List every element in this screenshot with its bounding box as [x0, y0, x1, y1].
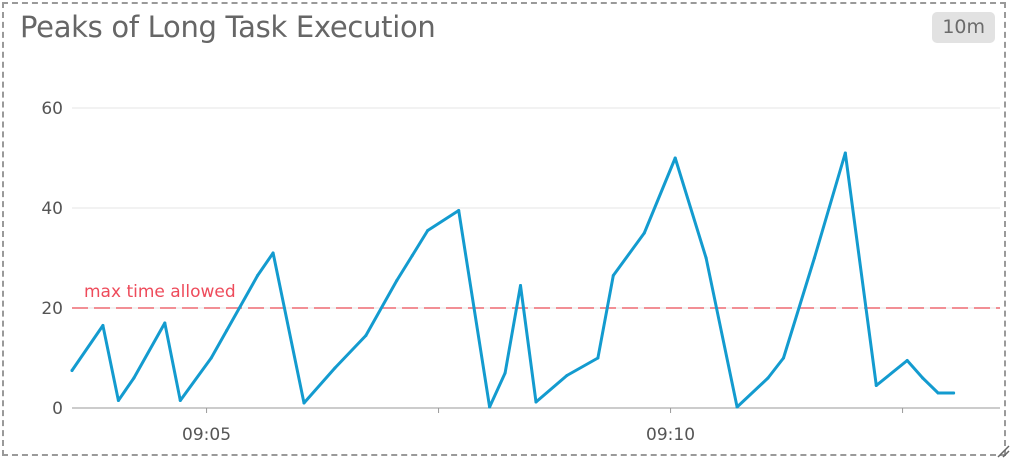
data-point [565, 374, 569, 377]
y-tick-label: 40 [41, 199, 63, 219]
data-point [410, 254, 414, 257]
data-point [302, 401, 306, 405]
data-point [209, 356, 213, 360]
data-point [735, 405, 739, 409]
data-point [256, 274, 260, 277]
widget-title: Peaks of Long Task Execution [20, 10, 436, 44]
series-line [70, 151, 956, 409]
x-tick-label: 09:10 [646, 425, 695, 445]
data-point [952, 391, 956, 395]
data-point [766, 376, 770, 380]
data-point [874, 384, 878, 387]
resize-handle-icon[interactable] [996, 444, 1010, 458]
data-point [457, 209, 461, 212]
data-point [101, 324, 105, 327]
data-point [534, 400, 538, 404]
data-point [781, 356, 785, 360]
time-range-badge[interactable]: 10m [932, 12, 995, 43]
data-point [132, 376, 136, 380]
y-tick-label: 20 [41, 299, 63, 319]
data-point [642, 231, 646, 235]
threshold-label: max time allowed [84, 282, 236, 302]
data-point [225, 329, 229, 332]
timeseries-widget: Peaks of Long Task Execution 10m [2, 2, 1006, 456]
data-point [673, 156, 677, 160]
data-point [936, 391, 940, 395]
data-point [488, 405, 492, 409]
data-point [70, 369, 74, 372]
data-point [812, 256, 816, 260]
data-point [395, 279, 399, 282]
y-tick-label: 60 [41, 99, 63, 119]
data-point [163, 321, 167, 325]
data-point [116, 399, 120, 402]
data-point [519, 284, 523, 287]
data-point [426, 229, 430, 232]
x-tick-label: 09:05 [182, 425, 231, 445]
data-point [178, 399, 182, 402]
data-point [596, 356, 600, 360]
data-point [503, 371, 507, 375]
data-point [364, 334, 368, 337]
data-point [921, 376, 925, 380]
data-point [843, 151, 847, 155]
y-tick-label: 0 [52, 399, 63, 419]
data-point [271, 251, 275, 255]
data-point [905, 359, 909, 362]
data-point [704, 256, 708, 260]
data-point [611, 274, 615, 277]
data-point [333, 366, 337, 370]
